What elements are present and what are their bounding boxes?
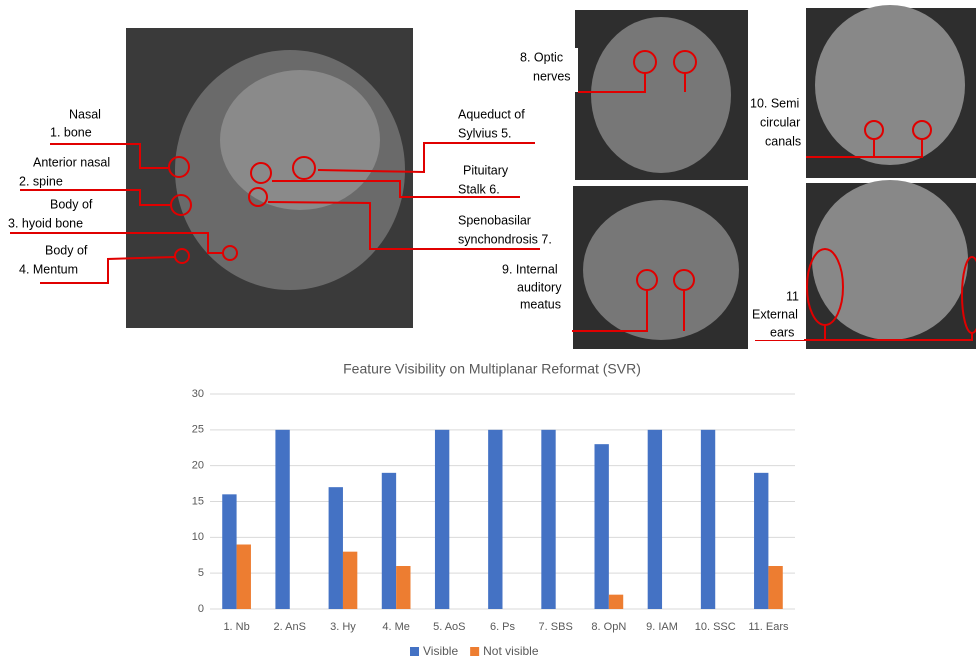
bar [342, 551, 358, 609]
bar [700, 429, 716, 609]
legend-label: Visible [423, 644, 458, 658]
label: synchondrosis 7. [458, 232, 552, 246]
x-tick-label: 5. AoS [433, 621, 465, 633]
y-tick-label: 30 [192, 388, 204, 400]
label: nerves [533, 69, 571, 83]
bar [608, 594, 624, 609]
y-tick-label: 15 [192, 495, 204, 507]
bar [275, 429, 290, 609]
y-tick-label: 10 [192, 531, 204, 543]
x-tick-label: 8. OpN [591, 621, 626, 633]
annotation-labels: Nasal 1. bone Anterior nasal 2. spine Bo… [8, 48, 806, 340]
label: auditory [517, 280, 562, 294]
label: 11 [786, 289, 799, 303]
label: Body of [45, 243, 88, 257]
bar [396, 566, 411, 609]
bar [222, 494, 237, 609]
bar [488, 429, 503, 609]
y-tick-label: 0 [198, 603, 204, 615]
legend-swatch [470, 647, 480, 656]
legend-label: Not visible [483, 644, 539, 658]
bar [434, 429, 450, 609]
bar [541, 429, 556, 609]
label: Aqueduct of [458, 107, 525, 121]
x-tick-label: 6. Ps [490, 621, 516, 633]
x-tick-label: 3. Hy [330, 621, 356, 633]
label: Body of [50, 197, 93, 211]
label: 2. spine [19, 174, 63, 188]
chart-title: Feature Visibility on Multiplanar Reform… [343, 361, 641, 377]
y-tick-label: 25 [192, 424, 204, 436]
label: canals [765, 134, 801, 148]
label: Nasal [69, 107, 101, 121]
y-tick-label: 20 [192, 460, 204, 472]
bar [328, 487, 343, 609]
label: 3. hyoid bone [8, 216, 83, 230]
label: meatus [520, 297, 561, 311]
x-tick-label: 11. Ears [748, 621, 789, 633]
x-tick-label: 7. SBS [539, 621, 573, 633]
bar-chart: Feature Visibility on Multiplanar Reform… [192, 361, 795, 658]
mri-images [126, 5, 976, 349]
bar [754, 472, 769, 609]
x-tick-label: 1. Nb [223, 621, 249, 633]
annotation-marks [10, 50, 976, 341]
x-tick-label: 4. Me [382, 621, 410, 633]
bar [381, 472, 397, 609]
label: 4. Mentum [19, 262, 78, 276]
label: ears [770, 325, 794, 339]
legend-swatch [410, 647, 419, 656]
label: External [752, 307, 798, 321]
bar [236, 544, 251, 609]
x-tick-label: 9. IAM [646, 621, 678, 633]
label: Spenobasilar [458, 213, 531, 227]
x-tick-label: 10. SSC [695, 621, 736, 633]
label: 1. bone [50, 125, 92, 139]
label: Sylvius 5. [458, 126, 512, 140]
y-tick-label: 5 [198, 567, 204, 579]
label: 8. Optic [520, 50, 563, 64]
label: 10. Semi [750, 96, 799, 110]
label: Anterior nasal [33, 155, 110, 169]
bar [594, 444, 609, 609]
label: 9. Internal [502, 262, 558, 276]
label: circular [760, 115, 800, 129]
x-tick-label: 2. AnS [274, 621, 306, 633]
bar [647, 429, 663, 609]
label: Pituitary [463, 163, 509, 177]
label: Stalk 6. [458, 182, 500, 196]
bar [768, 566, 783, 609]
